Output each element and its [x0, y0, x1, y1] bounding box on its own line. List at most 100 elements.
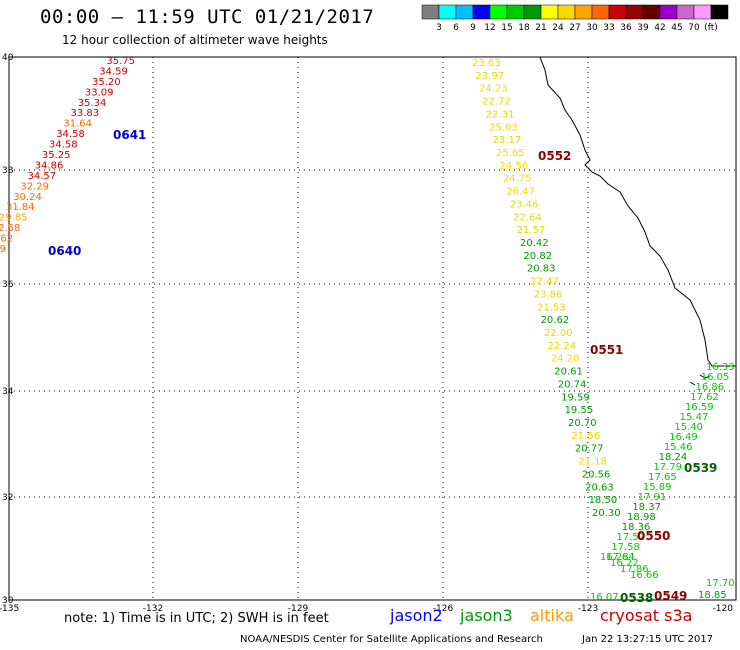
swh-label: 17.62 [690, 392, 719, 403]
swh-label: 24.75 [503, 174, 532, 185]
colorbar-swatch [608, 4, 627, 20]
swh-label: 21.56 [571, 431, 600, 442]
swh-label: 20.82 [523, 251, 552, 262]
colorbar-swatch [710, 4, 729, 20]
swh-label: 20.62 [541, 315, 570, 326]
colorbar-legend: 3 6 9 12 15 18 21 24 27 30 33 36 39 42 45 70 (ft) [421, 4, 729, 33]
colorbar-tick: 70 [688, 23, 700, 33]
colorbar-swatch [642, 4, 661, 20]
colorbar-tick: 18 [518, 23, 530, 33]
coastline-islands [689, 374, 711, 386]
track-id-label: 0539 [684, 461, 717, 475]
page-subtitle: 12 hour collection of altimeter wave hei… [62, 33, 328, 47]
footer-note: note: 1) Time is in UTC; 2) SWH is in fe… [64, 611, 329, 626]
swh-label: 21.57 [517, 225, 546, 236]
colorbar-tick: 9 [470, 23, 476, 33]
swh-label: 16.07 [590, 592, 619, 603]
swh-label: 22.24 [547, 341, 576, 352]
swh-label: 21.53 [537, 302, 566, 313]
colorbar-swatch [574, 4, 593, 20]
legend-jason2: jason2 [390, 606, 443, 625]
lat-tick-label: 36 [2, 280, 14, 290]
track-id-label: 0640 [48, 244, 81, 258]
swh-label: 33.09 [85, 87, 114, 98]
swh-label: 18.37 [632, 502, 661, 513]
swh-label: 17.79 [653, 462, 682, 473]
swh-label: 17.58 [611, 542, 640, 553]
swh-label: 33.83 [71, 108, 100, 119]
swh-label: 22.31 [486, 109, 515, 120]
swh-label: 26.47 [506, 187, 535, 198]
lat-tick-label: 38 [2, 166, 14, 176]
swh-label: 30.24 [13, 192, 42, 203]
colorbar-tick: 42 [654, 23, 665, 33]
track-id-label: 0550 [637, 529, 670, 543]
swh-label: 30.19 [0, 244, 6, 255]
swh-label: 22.72 [482, 97, 511, 108]
swh-label: 17.70 [706, 578, 735, 589]
swh-label: 17.86 [620, 564, 649, 575]
colorbar-tick: 12 [484, 23, 495, 33]
colorbar-swatch [676, 4, 695, 20]
swh-label: 23.63 [472, 58, 501, 69]
swh-label: 29.85 [0, 213, 28, 224]
swh-label: 34.86 [35, 160, 64, 171]
track-id-label: 0641 [113, 128, 146, 142]
swh-label: 15.47 [680, 412, 709, 423]
swh-label: 24.23 [479, 84, 508, 95]
colorbar-swatch [438, 4, 457, 20]
swh-label: 16.66 [630, 570, 659, 581]
colorbar-swatch [659, 4, 678, 20]
swh-label: 34.59 [99, 66, 128, 77]
colorbar-tick: (ft) [704, 23, 718, 33]
swh-label: 20.30 [592, 508, 621, 519]
swh-label: 16.59 [685, 402, 714, 413]
colorbar-swatch [557, 4, 576, 20]
swh-label: 23.86 [534, 289, 563, 300]
swh-label: 20.61 [554, 367, 583, 378]
swh-label: 16.86 [695, 382, 724, 393]
swh-label: 15.40 [674, 422, 703, 433]
swh-label: 22.00 [544, 328, 573, 339]
colorbar-swatch [455, 4, 474, 20]
swh-label: 35.75 [106, 56, 135, 67]
colorbar-tick: 36 [620, 23, 632, 33]
lon-tick-label: -126 [433, 604, 454, 614]
swh-label: 20.63 [585, 482, 614, 493]
colorbar-tick: 15 [501, 23, 512, 33]
swh-label: 20.56 [582, 469, 611, 480]
colorbar-tick: 30 [586, 23, 598, 33]
swh-label: 18.85 [698, 590, 727, 601]
swh-label: 20.83 [527, 264, 556, 275]
swh-label: 16.22 [610, 558, 639, 569]
swh-label: 24.28 [551, 354, 580, 365]
lon-tick-label: -129 [288, 604, 309, 614]
coastline [539, 56, 736, 367]
swh-label: 22.47 [530, 277, 559, 288]
swh-label: 16.33 [706, 362, 735, 373]
swh-label: 19.55 [565, 405, 594, 416]
swh-label: 31.84 [6, 202, 35, 213]
swh-label: 32.58 [0, 223, 20, 234]
swh-label: 15.46 [664, 442, 693, 453]
swh-label: 19.59 [561, 392, 590, 403]
swh-label: 18.98 [627, 512, 656, 523]
legend-cryosat: cryosat s3a [600, 606, 693, 625]
colorbar-swatch [506, 4, 525, 20]
swh-label: 17.65 [648, 472, 677, 483]
track-id-label: 0549 [654, 589, 687, 603]
swh-label: 20.74 [558, 379, 587, 390]
swh-label: 17.52 [617, 532, 646, 543]
swh-label: 17.64 [606, 552, 635, 563]
lon-tick-label: -135 [0, 604, 19, 614]
colorbar-swatch [489, 4, 508, 20]
swh-label: 16.49 [669, 432, 698, 443]
lon-tick-label: -120 [713, 604, 734, 614]
swh-label: 20.77 [575, 444, 604, 455]
colorbar-swatch [591, 4, 610, 20]
footer-credit: NOAA/NESDIS Center for Satellite Applica… [240, 634, 543, 645]
map-frame [8, 56, 737, 601]
swh-label: 23.17 [493, 135, 522, 146]
track-id-label: 0551 [590, 343, 623, 357]
